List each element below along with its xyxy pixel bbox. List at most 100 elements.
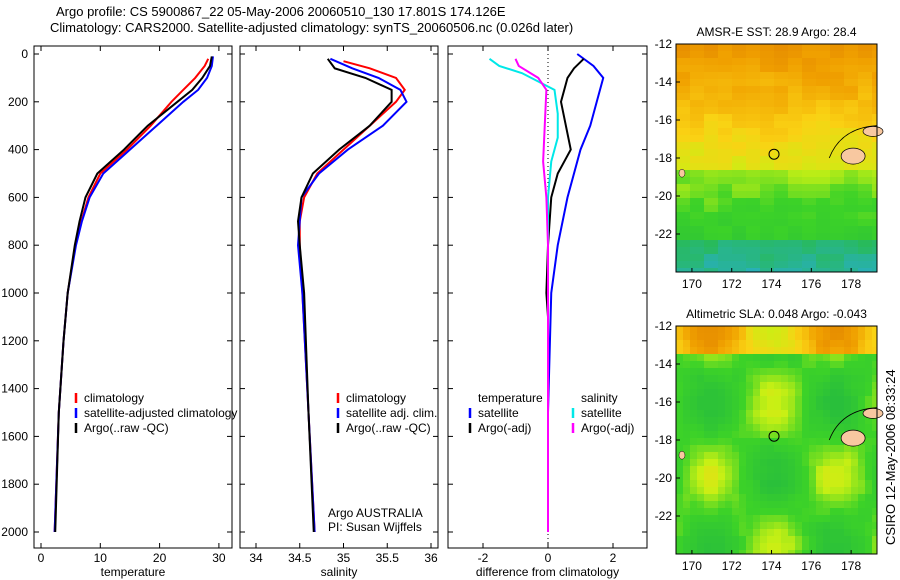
map-cell: [774, 233, 781, 240]
y-tick-label: 1400: [1, 382, 28, 396]
y-tick-label: -18: [655, 151, 673, 165]
map-cell: [725, 184, 732, 191]
map-cell: [844, 508, 851, 515]
map-cell: [711, 268, 718, 272]
map-cell: [760, 529, 767, 536]
map-cell: [739, 522, 746, 529]
map-cell: [690, 487, 697, 494]
map-cell: [753, 233, 760, 240]
map-cell: [683, 170, 690, 177]
map-cell: [746, 522, 753, 529]
map-cell: [802, 340, 809, 347]
map-cell: [683, 403, 690, 410]
map-cell: [690, 219, 697, 226]
map-cell: [816, 240, 823, 247]
map-cell: [865, 254, 872, 261]
map-cell: [872, 487, 877, 494]
map-cell: [697, 156, 704, 163]
map-cell: [816, 382, 823, 389]
map-cell: [676, 268, 683, 272]
map-cell: [725, 177, 732, 184]
map-cell: [683, 79, 690, 86]
map-cell: [690, 452, 697, 459]
map-cell: [858, 72, 865, 79]
map-cell: [697, 501, 704, 508]
map-cell: [781, 347, 788, 354]
map-cell: [802, 459, 809, 466]
map-cell: [746, 396, 753, 403]
map-cell: [732, 240, 739, 247]
map-cell: [837, 156, 844, 163]
map-cell: [788, 361, 795, 368]
map-cell: [830, 142, 837, 149]
map-cell: [774, 494, 781, 501]
map-cell: [865, 529, 872, 536]
map-cell: [872, 529, 877, 536]
map-cell: [816, 135, 823, 142]
map-cell: [746, 247, 753, 254]
map-cell: [718, 515, 725, 522]
map-cell: [767, 226, 774, 233]
map-cell: [809, 58, 816, 65]
map-cell: [844, 128, 851, 135]
map-cell: [711, 121, 718, 128]
map-cell: [865, 354, 872, 361]
map-cell: [774, 340, 781, 347]
x-tick-label: 170: [682, 559, 702, 573]
map-cell: [676, 198, 683, 205]
map-cell: [809, 529, 816, 536]
map-cell: [802, 417, 809, 424]
map-cell: [690, 240, 697, 247]
map-cell: [788, 219, 795, 226]
map-cell: [781, 333, 788, 340]
map-cell: [739, 184, 746, 191]
map-cell: [760, 44, 767, 51]
map-cell: [830, 254, 837, 261]
map-cell: [704, 347, 711, 354]
map-cell: [795, 233, 802, 240]
map-cell: [704, 410, 711, 417]
map-cell: [774, 198, 781, 205]
map-cell: [788, 177, 795, 184]
map-cell: [858, 382, 865, 389]
map-cell: [816, 494, 823, 501]
map-cell: [795, 219, 802, 226]
map-cell: [837, 466, 844, 473]
map-cell: [676, 494, 683, 501]
map-cell: [781, 466, 788, 473]
map-cell: [732, 333, 739, 340]
map-cell: [809, 86, 816, 93]
map-cell: [753, 240, 760, 247]
map-cell: [830, 156, 837, 163]
map-cell: [823, 480, 830, 487]
map-cell: [683, 487, 690, 494]
map-cell: [690, 501, 697, 508]
map-cell: [816, 333, 823, 340]
map-cell: [788, 268, 795, 272]
map-cell: [746, 226, 753, 233]
map-cell: [865, 536, 872, 543]
map-cell: [865, 79, 872, 86]
map-cell: [739, 128, 746, 135]
map-cell: [795, 51, 802, 58]
map-cell: [718, 226, 725, 233]
map-cell: [774, 487, 781, 494]
map-cell: [809, 93, 816, 100]
map-cell: [739, 375, 746, 382]
map-cell: [872, 79, 877, 86]
map-cell: [865, 445, 872, 452]
map-cell: [746, 163, 753, 170]
map-cell: [816, 354, 823, 361]
map-cell: [837, 508, 844, 515]
map-cell: [858, 163, 865, 170]
map-cell: [753, 191, 760, 198]
map-cell: [753, 389, 760, 396]
map-cell: [690, 79, 697, 86]
map-cell: [795, 326, 802, 333]
map-cell: [704, 191, 711, 198]
map-cell: [802, 382, 809, 389]
map-cell: [690, 177, 697, 184]
map-cell: [858, 389, 865, 396]
map-cell: [837, 233, 844, 240]
map-cell: [837, 340, 844, 347]
